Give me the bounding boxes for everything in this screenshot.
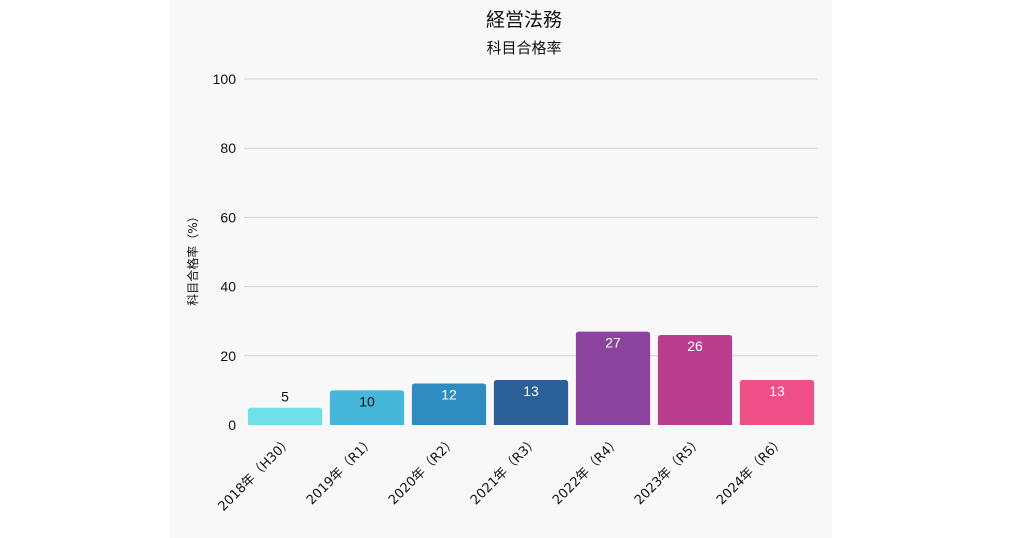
chart-panel	[170, 0, 832, 538]
bar	[493, 380, 569, 425]
x-tick-label: 2022年（R4）	[550, 434, 624, 508]
x-tick-label: 2018年（H30）	[216, 434, 296, 514]
bar	[739, 380, 815, 425]
data-label: 13	[769, 383, 785, 399]
y-tick-label: 100	[213, 71, 237, 87]
y-tick-label: 60	[220, 209, 236, 225]
data-label: 26	[687, 338, 703, 354]
bar	[657, 335, 733, 425]
chart-title: 経営法務	[486, 9, 562, 31]
y-tick-label: 20	[220, 348, 236, 364]
data-label: 5	[281, 389, 289, 405]
data-label: 27	[605, 335, 621, 351]
x-tick-label: 2021年（R3）	[468, 434, 542, 508]
bar	[411, 383, 487, 425]
y-tick-label: 80	[220, 140, 236, 156]
data-labels: 5 10 12 13 27 26 13	[281, 335, 785, 410]
y-tick-label: 0	[228, 417, 236, 433]
chart-subtitle: 科目合格率	[486, 39, 561, 57]
x-tick-label: 2023年（R5）	[632, 434, 706, 508]
y-tick-label: 40	[220, 279, 236, 295]
x-tick-label: 2024年（R6）	[714, 434, 788, 508]
gridlines	[244, 78, 818, 357]
y-axis-label: 科目合格率（%）	[185, 210, 200, 305]
y-axis-ticks: 0 20 40 60 80 100	[213, 71, 237, 433]
bar	[575, 331, 651, 425]
x-axis-ticks: 2018年（H30） 2019年（R1） 2020年（R2） 2021年（R3） 202…	[216, 434, 788, 514]
data-label: 10	[359, 393, 375, 409]
data-label: 12	[441, 386, 457, 402]
x-tick-label: 2020年（R2）	[386, 434, 460, 508]
bar	[247, 407, 323, 425]
bars	[247, 331, 815, 425]
x-tick-label: 2019年（R1）	[304, 434, 378, 508]
data-label: 13	[523, 383, 539, 399]
bar	[329, 390, 405, 425]
